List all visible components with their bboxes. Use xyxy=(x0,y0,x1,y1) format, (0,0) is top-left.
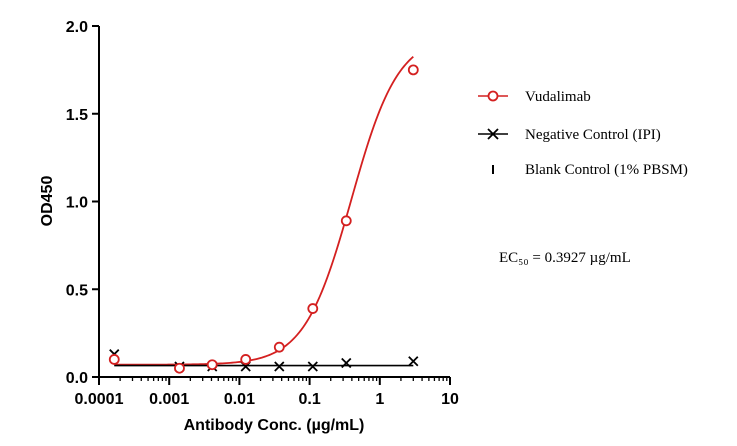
negative-control-point xyxy=(274,361,285,372)
vudalimab-fit-curve xyxy=(114,56,414,366)
vudalimab-point xyxy=(206,359,218,371)
y-axis-title: OD450 xyxy=(39,176,56,227)
legend-negative-label: Negative Control (IPI) xyxy=(525,127,661,143)
y-tick-label: 1.0 xyxy=(66,195,88,212)
x-tick-label: 0.0001 xyxy=(75,391,124,408)
legend: Vudalimab Negative Control (IPI) Blank C… xyxy=(478,89,688,178)
y-tick-label: 1.5 xyxy=(66,107,88,124)
series-layer xyxy=(108,56,419,374)
negative-control-point xyxy=(408,356,419,367)
vudalimab-point xyxy=(273,341,285,353)
legend-negative-marker xyxy=(487,128,499,140)
legend-vudalimab-label: Vudalimab xyxy=(525,89,591,105)
vudalimab-point xyxy=(240,354,252,365)
legend-item-blank-control: Blank Control (1% PBSM) xyxy=(492,162,688,178)
vudalimab-point xyxy=(108,354,120,365)
negative-control-point xyxy=(307,361,318,372)
legend-blank-label: Blank Control (1% PBSM) xyxy=(525,162,688,178)
y-tick-label: 0.0 xyxy=(66,370,88,387)
legend-item-negative-control: Negative Control (IPI) xyxy=(478,127,661,143)
y-tick-label: 0.5 xyxy=(66,282,88,299)
vudalimab-point xyxy=(407,64,419,76)
x-tick-label: 0.01 xyxy=(224,391,255,408)
x-tick-label: 10 xyxy=(441,391,459,408)
ec50-annotation: EC₅₀ = 0.3927 µg/mL xyxy=(499,250,631,266)
x-tick-label: 0.001 xyxy=(149,391,189,408)
vudalimab-point xyxy=(174,362,185,374)
x-axis-title: Antibody Conc. (µg/mL) xyxy=(184,417,365,434)
x-tick-label: 1 xyxy=(375,391,384,408)
y-axis-ticks: 0.0 0.5 1.0 1.5 2.0 xyxy=(66,19,99,387)
y-tick-label: 2.0 xyxy=(66,19,88,36)
vudalimab-point xyxy=(340,215,352,227)
negative-control-point xyxy=(341,357,352,369)
legend-item-vudalimab: Vudalimab xyxy=(478,89,591,105)
x-axis-ticks: 0.0001 0.001 0.01 0.1 1 10 xyxy=(75,377,459,408)
x-tick-label: 0.1 xyxy=(298,391,320,408)
legend-vudalimab-marker xyxy=(487,90,499,102)
vudalimab-point xyxy=(307,303,319,314)
